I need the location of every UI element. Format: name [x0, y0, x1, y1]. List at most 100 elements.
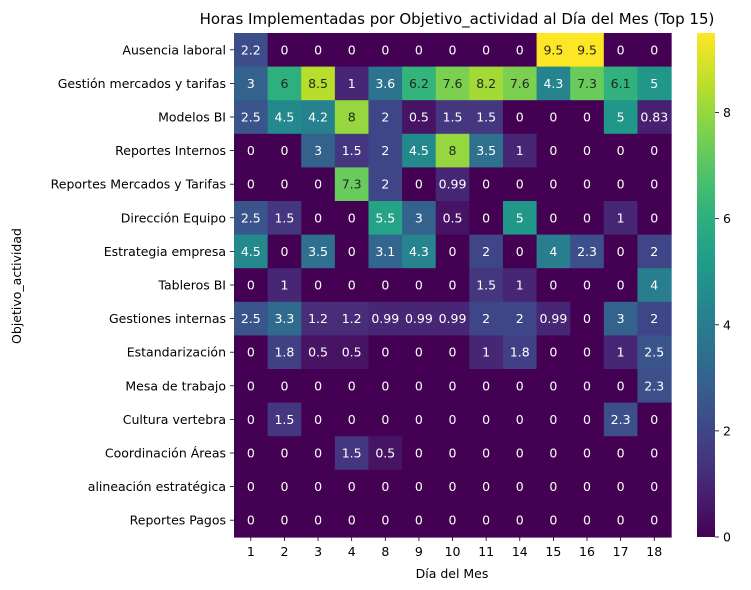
cell-value-label: 0	[583, 378, 591, 393]
heatmap-cell	[234, 436, 269, 471]
heatmap-cell	[536, 469, 571, 504]
heatmap-cell	[637, 133, 672, 168]
heatmap-cell	[267, 234, 302, 269]
heatmap-cell	[435, 469, 470, 504]
heatmap-cell	[334, 100, 370, 135]
heatmap-cell	[469, 503, 504, 538]
cell-value-label: 0	[549, 378, 557, 393]
cell-value-label: 0	[583, 143, 591, 158]
heatmap-cell	[536, 335, 571, 370]
heatmap-cell	[637, 301, 672, 336]
heatmap-cell	[603, 133, 639, 168]
cell-value-label: 4.2	[308, 110, 328, 125]
heatmap-cell	[637, 402, 672, 437]
heatmap-cell	[402, 167, 437, 202]
heatmap-cell	[536, 234, 571, 269]
heatmap-cell	[603, 100, 639, 135]
cell-value-label: 0	[280, 446, 288, 461]
cell-value-label: 3	[617, 311, 625, 326]
cell-value-label: 0	[348, 278, 356, 293]
cell-value-label: 0	[583, 110, 591, 125]
heatmap-cell	[536, 301, 571, 336]
cell-value-label: 0	[348, 210, 356, 225]
heatmap-cell	[502, 234, 538, 269]
heatmap-cell	[435, 503, 470, 538]
cell-value-label: 0	[650, 143, 658, 158]
heatmap-cell	[267, 469, 302, 504]
heatmap-cell	[368, 335, 403, 370]
cell-value-label: 0	[449, 479, 457, 494]
heatmap-cell	[570, 369, 605, 404]
heatmap-cell	[570, 503, 605, 538]
cell-value-label: 0	[516, 177, 524, 192]
heatmap-cell	[234, 335, 269, 370]
heatmap-cell	[368, 469, 403, 504]
cell-value-label: 2	[650, 311, 658, 326]
cell-value-label: 1.5	[274, 412, 294, 427]
heatmap-cell	[603, 33, 639, 68]
cell-value-label: 0	[381, 513, 389, 528]
cell-value-label: 5	[617, 110, 625, 125]
heatmap-cell	[368, 100, 403, 135]
heatmap-cells	[234, 33, 672, 538]
heatmap-cell	[469, 301, 504, 336]
heatmap-cell	[334, 66, 370, 101]
heatmap-cell	[435, 66, 470, 101]
y-tick-label: Reportes Mercados y Tarifas	[51, 177, 226, 192]
cell-value-label: 0	[348, 378, 356, 393]
heatmap-cell	[570, 402, 605, 437]
cell-value-label: 0	[247, 446, 255, 461]
cell-value-label: 0	[247, 479, 255, 494]
cell-value-label: 0.5	[443, 210, 463, 225]
heatmap-cell	[502, 167, 538, 202]
heatmap-cell	[301, 369, 336, 404]
heatmap-cell	[603, 335, 639, 370]
cell-value-label: 4.3	[409, 244, 429, 259]
cell-value-label: 3.1	[375, 244, 395, 259]
heatmap-cell	[502, 469, 538, 504]
heatmap-cell	[637, 436, 672, 471]
heatmap-cell	[267, 100, 302, 135]
heatmap-cell	[267, 133, 302, 168]
heatmap-cell	[234, 402, 269, 437]
cell-value-label: 0	[617, 378, 625, 393]
cell-value-label: 2.3	[611, 412, 631, 427]
cell-value-label: 0	[449, 446, 457, 461]
cell-value-label: 7.3	[577, 76, 597, 91]
heatmap-cell	[368, 436, 403, 471]
cell-value-label: 3	[314, 143, 322, 158]
cell-value-label: 0	[482, 210, 490, 225]
heatmap-cell	[435, 100, 470, 135]
cell-value-label: 0	[549, 210, 557, 225]
cell-value-label: 0	[650, 210, 658, 225]
cell-value-label: 0.83	[640, 110, 668, 125]
heatmap-cell	[469, 436, 504, 471]
cell-value-label: 0	[314, 177, 322, 192]
heatmap-cell	[570, 234, 605, 269]
cell-value-label: 1	[482, 345, 490, 360]
cell-value-label: 0	[280, 513, 288, 528]
heatmap-cell	[234, 100, 269, 135]
cell-value-label: 0	[280, 378, 288, 393]
heatmap-cell	[502, 133, 538, 168]
cell-value-label: 0	[549, 513, 557, 528]
cell-value-label: 0	[415, 42, 423, 57]
heatmap-cell	[502, 369, 538, 404]
cell-value-label: 1	[617, 210, 625, 225]
y-tick-label: Reportes Internos	[115, 143, 226, 158]
heatmap-cell	[435, 133, 470, 168]
cell-value-label: 0	[381, 345, 389, 360]
heatmap-cell	[435, 335, 470, 370]
heatmap-cell	[301, 100, 336, 135]
cell-value-label: 0	[549, 412, 557, 427]
heatmap-cell	[502, 100, 538, 135]
heatmap-cell	[402, 402, 437, 437]
cell-value-label: 0	[617, 479, 625, 494]
colorbar-ticks: 0 2 4 6 8	[715, 105, 731, 545]
cell-value-label: 0	[415, 513, 423, 528]
x-tick-label: 4	[348, 544, 356, 559]
cell-value-label: 2.3	[577, 244, 597, 259]
x-tick-label: 17	[613, 544, 629, 559]
y-axis-ticks: Ausencia laboral Gestión mercados y tarif…	[51, 42, 234, 528]
cell-value-label: 0	[381, 42, 389, 57]
